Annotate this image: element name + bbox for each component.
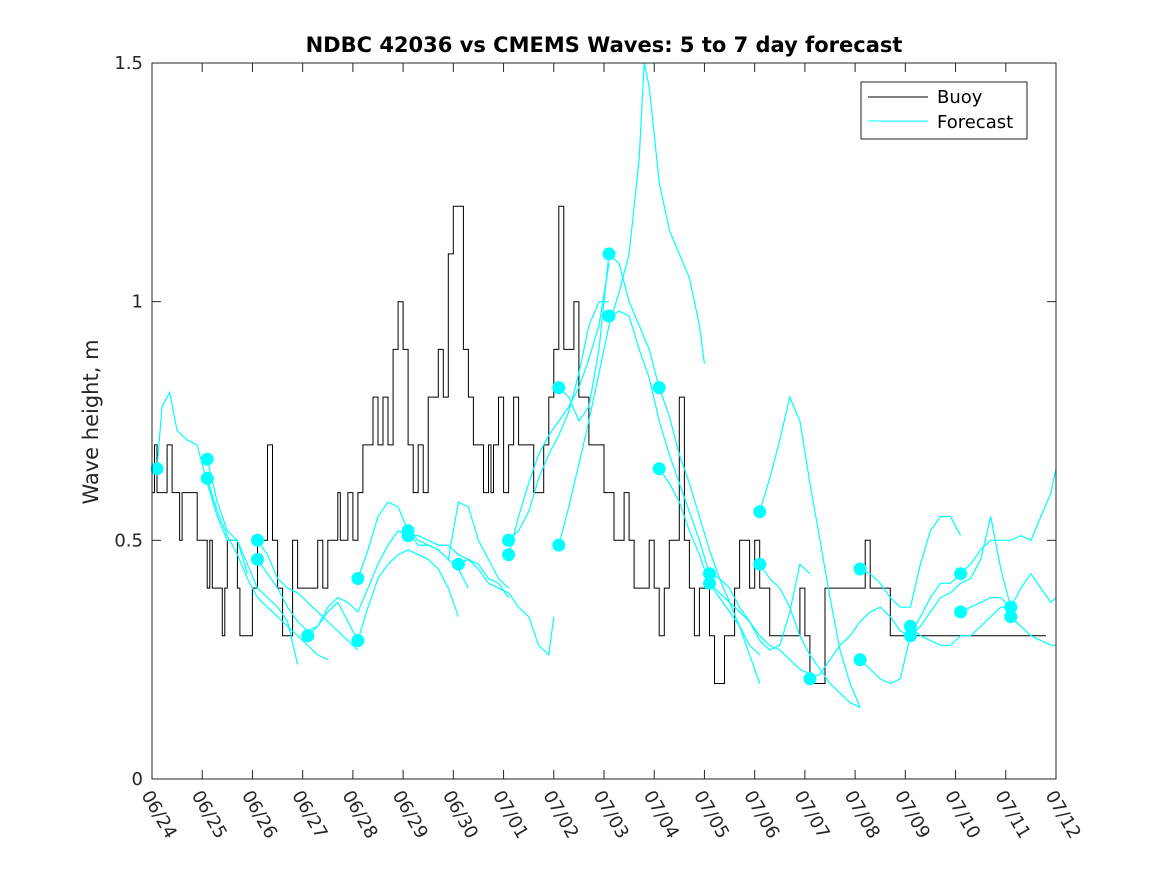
forecast-run-line-26	[909, 606, 1011, 646]
forecast-marker	[502, 533, 516, 547]
forecast-marker	[903, 619, 917, 633]
forecast-marker	[803, 672, 817, 686]
forecast-marker	[652, 381, 666, 395]
forecast-run-line-22	[759, 563, 861, 708]
x-tick-label: 07/08	[840, 787, 884, 842]
forecast-marker	[602, 309, 616, 323]
x-tick-label: 06/26	[237, 787, 281, 842]
forecast-marker	[954, 567, 968, 581]
forecast-marker	[451, 557, 465, 571]
x-tick-label: 06/27	[287, 787, 331, 842]
forecast-marker	[602, 247, 616, 261]
x-tick-label: 06/30	[438, 787, 482, 842]
forecast-run-line-9	[408, 534, 510, 598]
forecast-run-line-23	[809, 606, 911, 680]
forecast-run-line-27	[909, 516, 1012, 637]
forecast-run-line-1	[156, 390, 248, 574]
x-tick-label: 07/02	[538, 787, 582, 842]
forecast-run-line-10	[407, 501, 510, 589]
forecast-marker	[200, 471, 214, 485]
axes-box	[151, 62, 1057, 780]
x-tick-label: 07/05	[689, 787, 733, 842]
forecast-marker	[552, 381, 566, 395]
x-tick-label: 07/12	[1041, 787, 1085, 842]
forecast-run-line-12	[508, 263, 610, 555]
forecast-run-line-21	[759, 395, 861, 708]
forecast-marker	[351, 634, 365, 648]
forecast-run-line-11	[458, 558, 555, 657]
axes: 06/24 06/25 06/26 06/27 06/28 06/29 06/30 07/01…	[114, 53, 1084, 842]
forecast-marker	[401, 524, 415, 538]
forecast-marker	[903, 629, 917, 643]
x-tick-label: 07/10	[940, 787, 984, 842]
forecast-run-line-13	[508, 301, 609, 541]
x-tick-label: 07/07	[790, 787, 834, 842]
x-tick-label: 07/11	[990, 787, 1034, 842]
x-tick-label: 07/01	[488, 787, 532, 842]
plot-area	[150, 62, 1056, 708]
forecast-run-line-16	[608, 310, 711, 574]
forecast-marker	[652, 462, 666, 476]
forecast-marker	[1004, 610, 1018, 624]
forecast-marker	[552, 538, 566, 552]
y-tick-label: 0.5	[114, 530, 143, 551]
forecast-run-line-20	[709, 563, 811, 651]
forecast-run-line-28	[960, 468, 1056, 575]
x-tick-label: 06/24	[137, 787, 181, 842]
forecast-run-line-2	[206, 459, 299, 665]
forecast-run-line-14	[558, 62, 705, 546]
forecast-run-line-19	[709, 582, 811, 675]
forecast-run-line-3	[206, 478, 329, 661]
y-tick-label: 1	[132, 292, 143, 313]
legend: Buoy Forecast	[860, 81, 1028, 140]
x-tick-label: 07/04	[639, 787, 683, 842]
legend-box	[860, 81, 1028, 140]
forecast-marker	[753, 505, 767, 519]
x-tick-label: 07/09	[890, 787, 934, 842]
chart-title: NDBC 42036 vs CMEMS Waves: 5 to 7 day fo…	[306, 33, 903, 57]
forecast-marker	[703, 576, 716, 590]
buoy-series-line	[152, 205, 1046, 684]
y-axis-label: Wave height, m	[79, 339, 103, 504]
forecast-marker	[200, 452, 214, 466]
forecast-run-line-17	[658, 387, 761, 684]
x-tick-label: 07/06	[739, 787, 783, 842]
forecast-marker	[853, 562, 867, 576]
forecast-marker	[301, 629, 315, 643]
x-tick-label: 06/25	[187, 787, 231, 842]
forecast-run-line-4	[257, 539, 359, 651]
legend-forecast-label: Forecast	[937, 112, 1013, 133]
x-tick-label: 06/29	[388, 787, 432, 842]
forecast-marker	[1004, 600, 1018, 614]
forecast-run-line-24	[859, 515, 962, 608]
forecast-run-line-30	[1010, 616, 1056, 646]
forecast-marker	[954, 605, 968, 619]
y-tick-label: 0	[132, 769, 143, 790]
forecast-run-line-7	[357, 549, 459, 641]
forecast-marker	[351, 572, 365, 585]
forecast-marker	[502, 548, 516, 562]
y-tick-label: 1.5	[114, 53, 143, 74]
forecast-marker	[853, 653, 867, 667]
forecast-marker	[251, 552, 264, 566]
forecast-run-line-8	[357, 501, 469, 589]
forecast-marker	[150, 462, 164, 476]
legend-buoy-label: Buoy	[937, 87, 983, 108]
forecast-marker	[703, 567, 716, 581]
forecast-run-line-6	[307, 530, 409, 637]
x-tick-label: 07/03	[589, 787, 633, 842]
forecast-marker	[753, 557, 767, 571]
forecast-marker	[251, 533, 264, 547]
x-tick-label: 06/28	[338, 787, 382, 842]
